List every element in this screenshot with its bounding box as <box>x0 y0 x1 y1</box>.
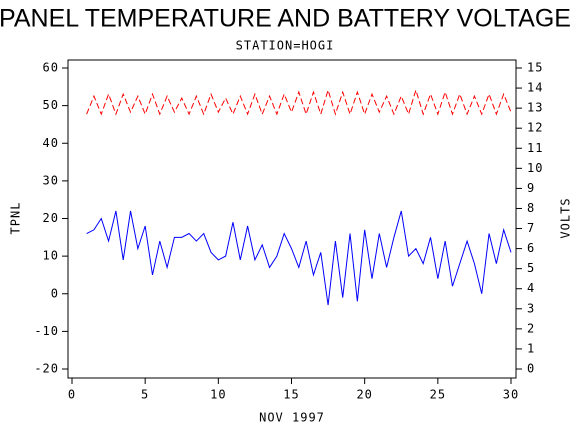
y-tick-label: 20 <box>43 211 59 225</box>
y-tick-label: 0 <box>51 286 59 300</box>
x-tick-label: 5 <box>141 388 149 402</box>
x-axis-label: NOV 1997 <box>259 411 325 425</box>
y-axis-label: TPNL <box>9 202 23 235</box>
y2-tick-label: 8 <box>527 201 535 215</box>
x-tick-label: 0 <box>68 388 76 402</box>
y2-tick-label: 13 <box>527 101 543 115</box>
y-tick-label: -10 <box>34 324 59 338</box>
y2-axis-label: VOLTS <box>559 197 570 238</box>
y2-tick-label: 2 <box>527 321 535 335</box>
y-tick-label: 40 <box>43 136 59 150</box>
y2-tick-label: 0 <box>527 362 535 376</box>
x-tick-label: 25 <box>430 388 446 402</box>
y2-tick-label: 3 <box>527 301 535 315</box>
x-tick-label: 30 <box>503 388 519 402</box>
series-line <box>86 210 512 306</box>
y-tick-label: 10 <box>43 249 59 263</box>
y2-tick-label: 4 <box>527 281 535 295</box>
y-tick-label: 30 <box>43 173 59 187</box>
y2-tick-label: 15 <box>527 61 543 75</box>
y2-tick-label: 12 <box>527 121 543 135</box>
y2-tick-label: 7 <box>527 221 535 235</box>
y-tick-label: 60 <box>43 61 59 75</box>
y2-tick-label: 10 <box>527 161 543 175</box>
y-tick-label: 50 <box>43 98 59 112</box>
y2-tick-label: 6 <box>527 241 535 255</box>
x-tick-label: 20 <box>356 388 372 402</box>
y2-tick-label: 9 <box>527 181 535 195</box>
y2-tick-label: 11 <box>527 141 543 155</box>
chart-title: PANEL TEMPERATURE AND BATTERY VOLTAGE <box>0 5 570 33</box>
x-tick-label: 15 <box>283 388 299 402</box>
plot-frame <box>67 59 517 379</box>
y-tick-label: -20 <box>34 362 59 376</box>
y2-tick-label: 5 <box>527 261 535 275</box>
y2-tick-label: 14 <box>527 81 543 95</box>
x-tick-label: 10 <box>210 388 226 402</box>
chart-subtitle: STATION=HOGI <box>236 39 335 53</box>
series-line <box>86 88 512 116</box>
y2-tick-label: 1 <box>527 341 535 355</box>
